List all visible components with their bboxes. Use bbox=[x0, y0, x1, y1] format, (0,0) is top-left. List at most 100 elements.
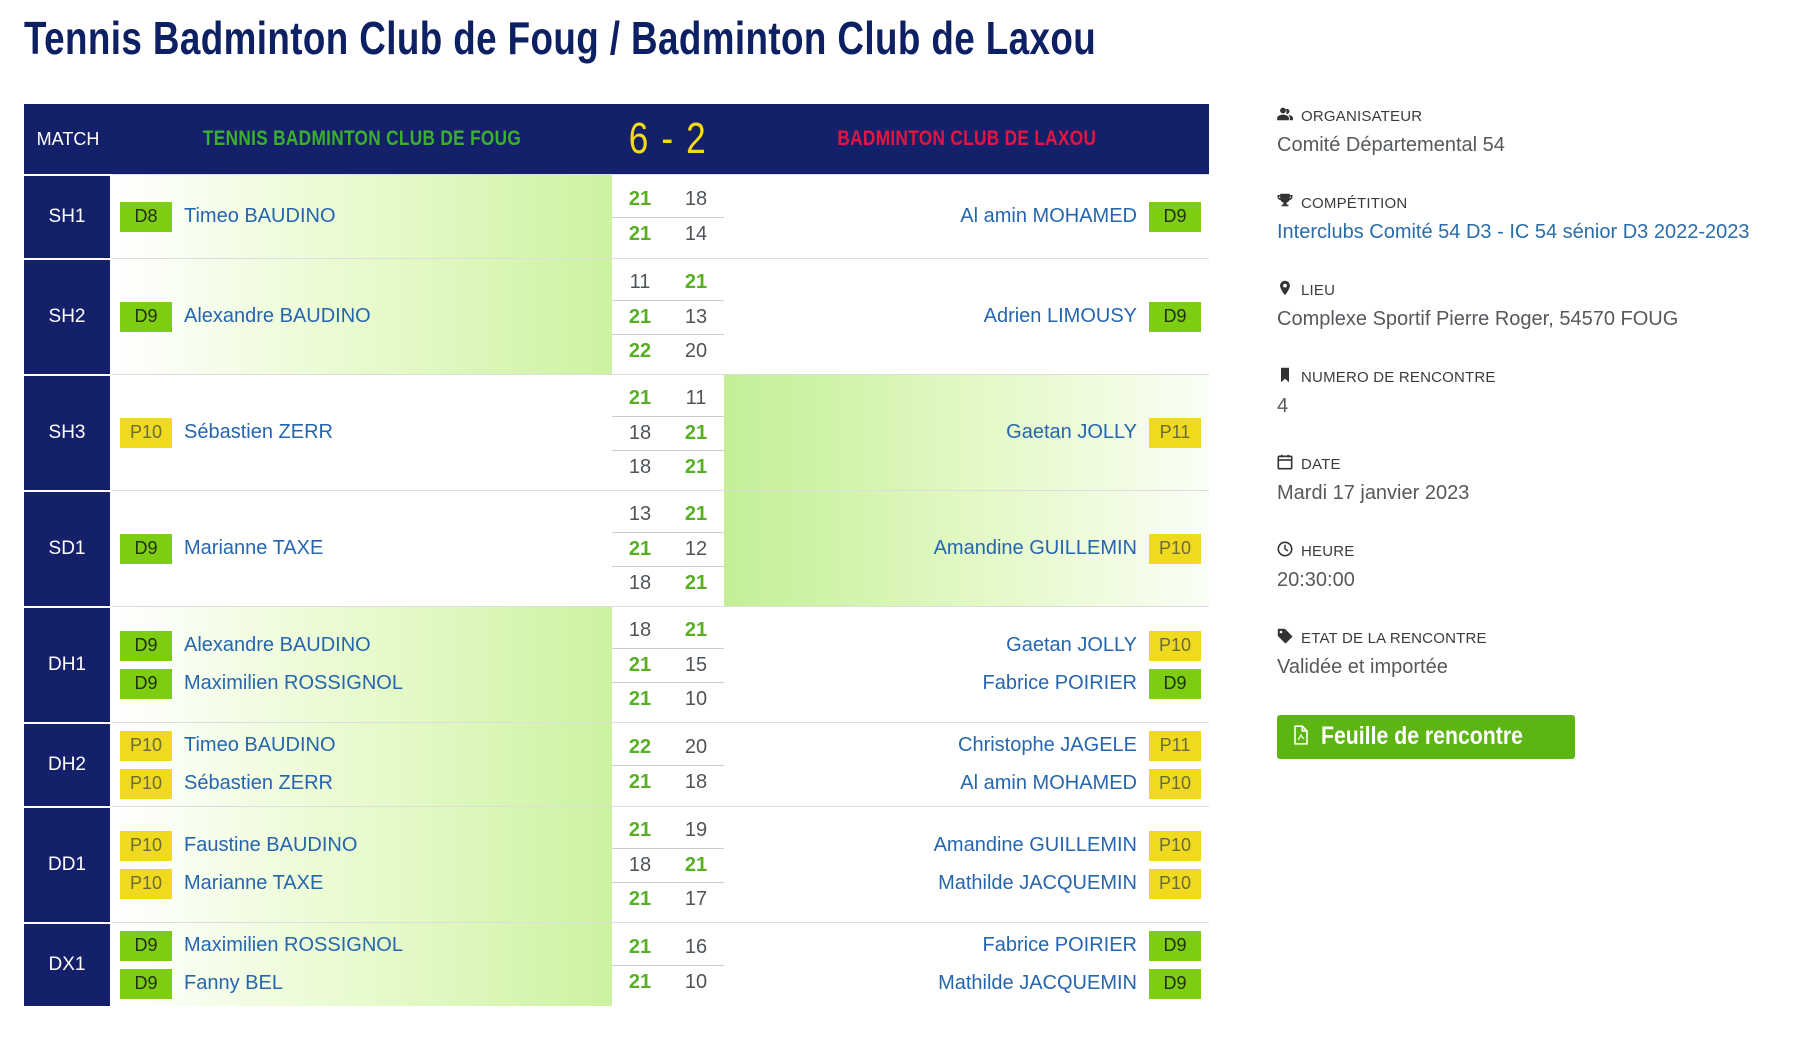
rank-badge: P10 bbox=[120, 868, 172, 899]
detail-value: 4 bbox=[1277, 395, 1289, 417]
detail-label-text: HEURE bbox=[1301, 542, 1355, 560]
rank-badge: D9 bbox=[120, 301, 172, 332]
set-score-home: 21 bbox=[628, 819, 652, 841]
users-icon bbox=[1277, 106, 1293, 126]
detail-block: ORGANISATEUR Comité Départemental 54 bbox=[1277, 106, 1772, 157]
set-scores: 11 21 21 13 22 20 bbox=[612, 258, 724, 374]
player-name[interactable]: Fabrice POIRIER bbox=[982, 934, 1137, 956]
player-line: Gaetan JOLLY P11 bbox=[1006, 417, 1201, 448]
player-line: Fabrice POIRIER D9 bbox=[982, 930, 1201, 961]
player-line: P10 Sébastien ZERR bbox=[120, 417, 333, 448]
details-list: ORGANISATEUR Comité Départemental 54 COMPÉ… bbox=[1277, 106, 1772, 679]
set-score-away: 18 bbox=[684, 188, 708, 210]
player-name[interactable]: Marianne TAXE bbox=[184, 872, 324, 894]
player-line: D9 Fanny BEL bbox=[120, 968, 283, 999]
player-line: Adrien LIMOUSY D9 bbox=[983, 301, 1201, 332]
match-table-body: SH1 D8 Timeo BAUDINO 21 18 21 14 Al amin MOHAME… bbox=[24, 174, 1209, 1006]
match-sheet-button[interactable]: Feuille de rencontre bbox=[1277, 715, 1575, 759]
player-name[interactable]: Amandine GUILLEMIN bbox=[933, 537, 1137, 559]
set-score-line: 21 12 bbox=[612, 531, 724, 566]
player-name[interactable]: Maximilien ROSSIGNOL bbox=[184, 934, 403, 956]
trophy-icon bbox=[1277, 193, 1293, 213]
detail-label: DATE bbox=[1277, 454, 1772, 474]
detail-label: LIEU bbox=[1277, 280, 1772, 300]
set-score-home: 18 bbox=[628, 571, 652, 594]
set-score-away: 11 bbox=[685, 387, 707, 409]
rank-badge: D9 bbox=[120, 668, 172, 699]
set-score-home: 21 bbox=[628, 936, 652, 958]
player-name[interactable]: Adrien LIMOUSY bbox=[983, 305, 1137, 327]
player-name[interactable]: Al amin MOHAMED bbox=[960, 205, 1137, 227]
player-line: D9 Maximilien ROSSIGNOL bbox=[120, 930, 403, 961]
set-scores: 13 21 21 12 18 21 bbox=[612, 490, 724, 606]
set-score-away: 13 bbox=[684, 305, 708, 328]
detail-label-text: LIEU bbox=[1301, 281, 1336, 299]
match-row: SH2 D9 Alexandre BAUDINO 11 21 21 13 22 20 Adrien… bbox=[24, 258, 1209, 374]
match-header-label: MATCH bbox=[36, 128, 100, 149]
player-name[interactable]: Al amin MOHAMED bbox=[960, 772, 1137, 794]
player-name[interactable]: Alexandre BAUDINO bbox=[184, 634, 371, 656]
player-name[interactable]: Faustine BAUDINO bbox=[184, 834, 358, 856]
set-score-line: 21 19 bbox=[612, 814, 724, 848]
player-name[interactable]: Mathilde JACQUEMIN bbox=[938, 872, 1137, 894]
detail-block: COMPÉTITION Interclubs Comité 54 D3 - IC … bbox=[1277, 193, 1772, 244]
home-player-cell: D9 Alexandre BAUDINO D9 Maximilien ROSSIGNO… bbox=[112, 606, 612, 722]
player-line: D8 Timeo BAUDINO bbox=[120, 201, 336, 232]
player-name[interactable]: Mathilde JACQUEMIN bbox=[938, 972, 1137, 994]
set-score-home: 21 bbox=[628, 770, 652, 793]
detail-label: HEURE bbox=[1277, 541, 1772, 561]
detail-block: DATE Mardi 17 janvier 2023 bbox=[1277, 454, 1772, 505]
player-name[interactable]: Amandine GUILLEMIN bbox=[933, 834, 1137, 856]
set-score-away: 18 bbox=[684, 770, 708, 793]
detail-value: Complexe Sportif Pierre Roger, 54570 FOU… bbox=[1277, 308, 1679, 330]
set-score-line: 21 10 bbox=[612, 681, 724, 716]
set-score-away: 21 bbox=[684, 503, 708, 525]
detail-label: NUMERO DE RENCONTRE bbox=[1277, 367, 1772, 387]
button-row: Feuille de rencontre bbox=[1277, 715, 1772, 759]
detail-label: COMPÉTITION bbox=[1277, 193, 1772, 213]
tag-icon bbox=[1277, 628, 1293, 648]
set-score-line: 22 20 bbox=[612, 731, 724, 765]
set-scores: 21 16 21 10 bbox=[612, 922, 724, 1006]
player-name[interactable]: Timeo BAUDINO bbox=[184, 734, 336, 756]
rank-badge: P10 bbox=[120, 768, 172, 799]
player-name[interactable]: Gaetan JOLLY bbox=[1006, 421, 1137, 443]
match-code: DH1 bbox=[24, 606, 112, 722]
set-scores: 22 20 21 18 bbox=[612, 722, 724, 806]
player-name[interactable]: Gaetan JOLLY bbox=[1006, 634, 1137, 656]
rank-badge: P10 bbox=[120, 417, 172, 448]
home-player-cell: P10 Faustine BAUDINO P10 Marianne TAXE bbox=[112, 806, 612, 922]
player-line: Mathilde JACQUEMIN P10 bbox=[938, 868, 1201, 899]
player-name[interactable]: Sébastien ZERR bbox=[184, 772, 333, 794]
home-player-cell: D9 Marianne TAXE bbox=[112, 490, 612, 606]
player-name[interactable]: Fanny BEL bbox=[184, 972, 283, 994]
set-score-away: 21 bbox=[684, 571, 708, 594]
set-score-home: 21 bbox=[628, 222, 652, 245]
set-score-line: 21 14 bbox=[612, 216, 724, 251]
set-scores: 18 21 21 15 21 10 bbox=[612, 606, 724, 722]
player-name[interactable]: Maximilien ROSSIGNOL bbox=[184, 672, 403, 694]
page-title-text: Tennis Badminton Club de Foug / Badminto… bbox=[24, 12, 1097, 64]
set-score-line: 21 15 bbox=[612, 647, 724, 682]
player-name[interactable]: Timeo BAUDINO bbox=[184, 205, 336, 227]
rank-badge: P10 bbox=[1149, 630, 1201, 661]
set-score-line: 21 18 bbox=[612, 764, 724, 799]
player-name[interactable]: Sébastien ZERR bbox=[184, 421, 333, 443]
player-name[interactable]: Fabrice POIRIER bbox=[982, 672, 1137, 694]
detail-value: Validée et importée bbox=[1277, 656, 1448, 678]
match-code: DH2 bbox=[24, 722, 112, 806]
pdf-icon bbox=[1291, 725, 1311, 748]
match-row: SH1 D8 Timeo BAUDINO 21 18 21 14 Al amin MOHAME… bbox=[24, 174, 1209, 258]
detail-value-link[interactable]: Interclubs Comité 54 D3 - IC 54 sénior D… bbox=[1277, 221, 1750, 243]
rank-badge: D9 bbox=[1149, 201, 1201, 232]
player-name[interactable]: Alexandre BAUDINO bbox=[184, 305, 371, 327]
set-score-line: 18 21 bbox=[612, 415, 724, 450]
match-table-header: MATCH TENNIS BADMINTON CLUB DE FOUG 6 - … bbox=[24, 104, 1209, 174]
detail-block: LIEU Complexe Sportif Pierre Roger, 54570… bbox=[1277, 280, 1772, 331]
player-name[interactable]: Marianne TAXE bbox=[184, 537, 324, 559]
map-marker-icon bbox=[1277, 280, 1293, 300]
detail-value: 20:30:00 bbox=[1277, 569, 1355, 591]
player-line: P10 Sébastien ZERR bbox=[120, 768, 333, 799]
rank-badge: P10 bbox=[120, 830, 172, 861]
player-name[interactable]: Christophe JAGELE bbox=[958, 734, 1137, 756]
